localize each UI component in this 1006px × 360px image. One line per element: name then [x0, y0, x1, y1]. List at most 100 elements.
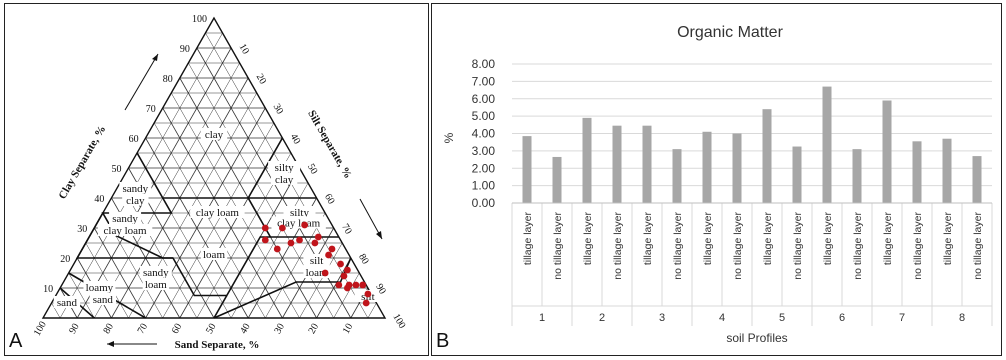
class-label-sandy-clay-loam: sandy [112, 213, 138, 225]
grid-line-sand [171, 92, 300, 319]
subcategory-label: tillage layer [942, 212, 954, 266]
bar [702, 131, 712, 203]
clay-tick-label: 20 [60, 254, 70, 265]
silt-axis-arrow [359, 198, 383, 240]
silt-axis-arrowhead [376, 231, 382, 239]
silt-tick-label: 80 [356, 252, 371, 266]
group-label: 2 [599, 312, 605, 324]
subcategory-label: tillage layer [702, 212, 714, 266]
group-label: 6 [839, 312, 845, 324]
sand-tick-label: 50 [204, 322, 219, 336]
sample-point [335, 281, 343, 289]
sample-point [314, 233, 322, 241]
clay-tick-label: 40 [94, 194, 104, 205]
class-label-bg [190, 206, 245, 218]
grid-line-sand [93, 227, 146, 319]
grid-line-silt [367, 302, 377, 319]
chart-title: Organic Matter [677, 24, 783, 41]
class-label-silty-clay: clay [275, 174, 294, 186]
silt-tick-label: 90 [373, 282, 388, 296]
grid-line-sand [153, 122, 266, 319]
class-label-sandy-loam: loam [145, 279, 167, 291]
silt-tick-label: 50 [305, 162, 320, 176]
sample-point [352, 281, 360, 289]
bar [732, 133, 742, 203]
sample-point [279, 224, 286, 232]
sample-point [364, 290, 372, 298]
bar [822, 86, 832, 203]
clay-tick-label: 10 [43, 284, 53, 295]
grid-line-silt [94, 62, 240, 319]
sample-point [311, 239, 319, 247]
panel-b-label: B [436, 330, 450, 352]
class-label-bg [268, 161, 301, 173]
sample-point [301, 221, 309, 229]
clay-axis-arrow [124, 53, 159, 111]
y-tick-label: 2.00 [472, 161, 496, 175]
sample-point [287, 239, 295, 247]
class-boundary-line [213, 295, 228, 319]
clay-axis-title: Clay Separate, % [57, 124, 109, 202]
class-boundary-line [75, 212, 173, 259]
group-label: 3 [659, 312, 665, 324]
sand-tick-label: 60 [170, 322, 185, 336]
sample-point [343, 266, 351, 274]
class-label-bg [200, 248, 228, 260]
class-label-sandy-clay: clay [126, 195, 145, 207]
class-label-bg [200, 128, 228, 140]
subcategory-label: tillage layer [642, 212, 654, 266]
texture-triangle-panel: clay silty clay sandy clay clay loam silty clay… [4, 3, 429, 356]
silt-tick-label: 40 [288, 132, 303, 146]
sand-axis-arrowhead [107, 341, 114, 347]
subcategory-label: no tillage layer [672, 212, 684, 280]
bar [672, 149, 682, 203]
grid-line-silt [265, 212, 326, 319]
y-tick-label: 8.00 [472, 57, 496, 71]
sample-point [296, 236, 303, 244]
silt-tick-label: 20 [254, 72, 269, 86]
sand-tick-label: 70 [136, 322, 151, 336]
grid-line-silt [59, 32, 223, 319]
class-label-loam: loam [203, 249, 225, 261]
silt-tick-label: 60 [322, 192, 337, 206]
sand-tick-label: 40 [238, 322, 253, 336]
grid-line-silt [162, 122, 275, 319]
x-axis-label: soil Profiles [726, 331, 787, 345]
grid-line-sand [51, 302, 61, 319]
clay-tick-label: 80 [163, 74, 173, 85]
group-label: 5 [779, 312, 785, 324]
class-label-silty-clay-loam: clay loam [277, 218, 321, 230]
subcategory-label: tillage layer [582, 212, 594, 266]
sample-point [362, 299, 370, 307]
y-tick-label: 7.00 [472, 74, 496, 88]
class-label-bg [142, 278, 170, 290]
bars [522, 86, 982, 203]
class-label-silty-clay-loam: silty [290, 207, 309, 219]
bar [582, 117, 592, 203]
sand-tick-label: 10 [341, 322, 356, 336]
group-label: 7 [899, 312, 905, 324]
sample-point [337, 260, 344, 268]
clay-tick-label: 60 [129, 134, 139, 145]
grid-line-sand [68, 272, 95, 319]
bar [852, 149, 862, 203]
sample-point [261, 236, 269, 244]
sample-point [261, 224, 269, 232]
sample-point [328, 245, 336, 253]
sand-axis-title: Sand Separate, % [175, 339, 260, 351]
group-label: 1 [539, 312, 545, 324]
bar [522, 136, 532, 203]
class-label-bg [83, 281, 116, 293]
sand-tick-label: 20 [307, 322, 322, 336]
y-tick-label: 4.00 [472, 127, 496, 141]
grid-line-silt [230, 182, 309, 319]
class-label-bg [139, 266, 172, 278]
clay-tick-label: 70 [146, 104, 156, 115]
subcategory-label: no tillage layer [852, 212, 864, 280]
class-boundary-line [247, 137, 284, 199]
bar [642, 125, 652, 203]
grid-line-silt [299, 242, 343, 319]
y-tick-label: 5.00 [472, 109, 496, 123]
class-label-sandy-clay-loam: clay loam [104, 225, 148, 237]
bar [612, 125, 622, 203]
